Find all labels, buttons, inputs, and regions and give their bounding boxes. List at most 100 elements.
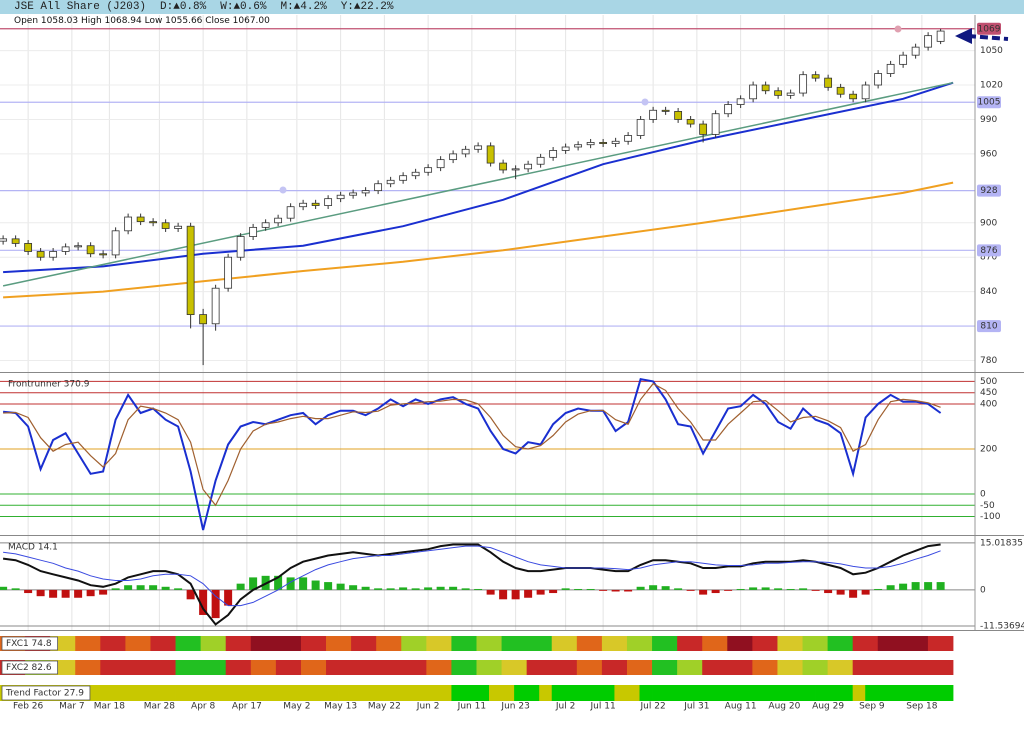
candle-body	[161, 222, 170, 229]
heat-cell	[351, 636, 377, 651]
candle-body	[436, 159, 445, 169]
candle-body	[99, 253, 108, 256]
heat-cell	[476, 636, 502, 651]
histogram-bar	[411, 588, 420, 590]
x-tick-label: Jun 11	[457, 702, 486, 712]
histogram-bar	[611, 589, 620, 592]
candle-body	[886, 63, 895, 74]
histogram-bar	[11, 588, 20, 590]
candle-body	[774, 90, 783, 96]
histogram-bar	[111, 588, 120, 590]
heat-cell	[300, 636, 327, 651]
heat-cell	[351, 685, 365, 701]
heat-cell	[489, 685, 502, 701]
heat-cell	[840, 685, 854, 701]
moving-average-line	[3, 81, 954, 274]
candle-body	[686, 119, 695, 125]
x-tick-label: Feb 26	[13, 702, 44, 712]
heat-cell	[401, 660, 427, 675]
heat-cell	[852, 685, 866, 701]
candle-body	[749, 84, 758, 100]
histogram-bar	[74, 589, 83, 598]
header-change: M:▲4.2%	[280, 1, 327, 13]
heat-cell	[739, 685, 753, 701]
strip-label-bg	[1, 636, 59, 651]
heat-cell	[137, 685, 151, 701]
histogram-bar	[886, 585, 895, 590]
candle-body	[561, 146, 570, 151]
histogram-bar	[674, 588, 683, 590]
ohlc-line: Open 1058.03 High 1068.94 Low 1055.66 Cl…	[14, 16, 270, 26]
level-label-bg	[977, 96, 1001, 109]
candle-body	[811, 74, 820, 79]
heat-cell	[401, 636, 427, 651]
heat-cell	[601, 636, 628, 651]
heat-cell	[815, 685, 829, 701]
moving-average-line	[2, 81, 954, 287]
heat-cell	[677, 685, 691, 701]
candle-body	[249, 226, 258, 237]
histogram-bar	[511, 589, 520, 600]
heat-cell	[877, 685, 891, 701]
candle-body	[0, 238, 8, 242]
heat-cell	[827, 685, 841, 701]
level-label-bg	[977, 184, 1001, 197]
heat-cell	[639, 685, 653, 701]
heat-cell	[652, 685, 665, 701]
histogram-bar	[686, 589, 695, 591]
histogram-bar	[61, 589, 70, 598]
candle-body	[449, 153, 458, 161]
heat-cell	[652, 636, 678, 651]
histogram-bar	[836, 589, 845, 595]
heat-cell	[363, 685, 377, 701]
heat-cell	[526, 660, 553, 675]
histogram-bar	[636, 586, 645, 590]
histogram-bar	[911, 582, 920, 590]
heat-cell	[225, 685, 239, 701]
heat-cell	[764, 685, 778, 701]
histogram-bar	[749, 587, 758, 590]
heat-cell	[463, 685, 477, 701]
heat-cell	[890, 685, 904, 701]
x-tick-label: Apr 8	[191, 702, 215, 712]
candle-body	[411, 171, 420, 177]
heat-cell	[564, 685, 578, 701]
heat-cell	[852, 636, 879, 651]
price-arrow-shaft	[967, 34, 1009, 41]
histogram-bar	[474, 588, 483, 590]
candle-body	[124, 216, 133, 232]
candle-body	[399, 175, 408, 181]
x-tick-label: Aug 29	[812, 702, 844, 712]
histogram-bar	[624, 589, 633, 592]
y-tick-label: 400	[980, 399, 997, 409]
oscillator-line	[3, 382, 941, 507]
histogram-bar	[811, 589, 820, 591]
heat-cell	[551, 685, 565, 701]
heat-cell	[376, 685, 390, 701]
level-label: 1005	[978, 98, 1001, 108]
heat-cell	[451, 685, 465, 701]
histogram-bar	[849, 589, 858, 598]
level-label: 928	[980, 186, 997, 196]
heat-cell	[865, 685, 879, 701]
x-tick-label: Jun 23	[500, 702, 529, 712]
histogram-bar	[86, 589, 95, 597]
strip-label-bg	[1, 660, 59, 675]
heat-cell	[539, 685, 553, 701]
histogram-bar	[424, 587, 433, 590]
heat-cell	[752, 660, 778, 675]
x-tick-label: Mar 18	[94, 702, 126, 712]
strip-label: FXC2 82.6	[6, 663, 52, 673]
candle-body	[286, 206, 295, 219]
x-tick-label: May 22	[368, 702, 401, 712]
moving-average-line	[3, 181, 954, 299]
candle-body	[861, 84, 870, 100]
histogram-bar	[361, 586, 370, 590]
header: JSE All Share (J203) D:▲0.8% W:▲0.6% M:▲4.2…	[0, 0, 1024, 14]
histogram-bar	[761, 587, 770, 590]
heat-cell	[200, 685, 214, 701]
heat-cell	[388, 685, 402, 701]
candle-body	[486, 145, 495, 164]
heat-cell	[188, 685, 202, 701]
heat-cell	[413, 685, 427, 701]
